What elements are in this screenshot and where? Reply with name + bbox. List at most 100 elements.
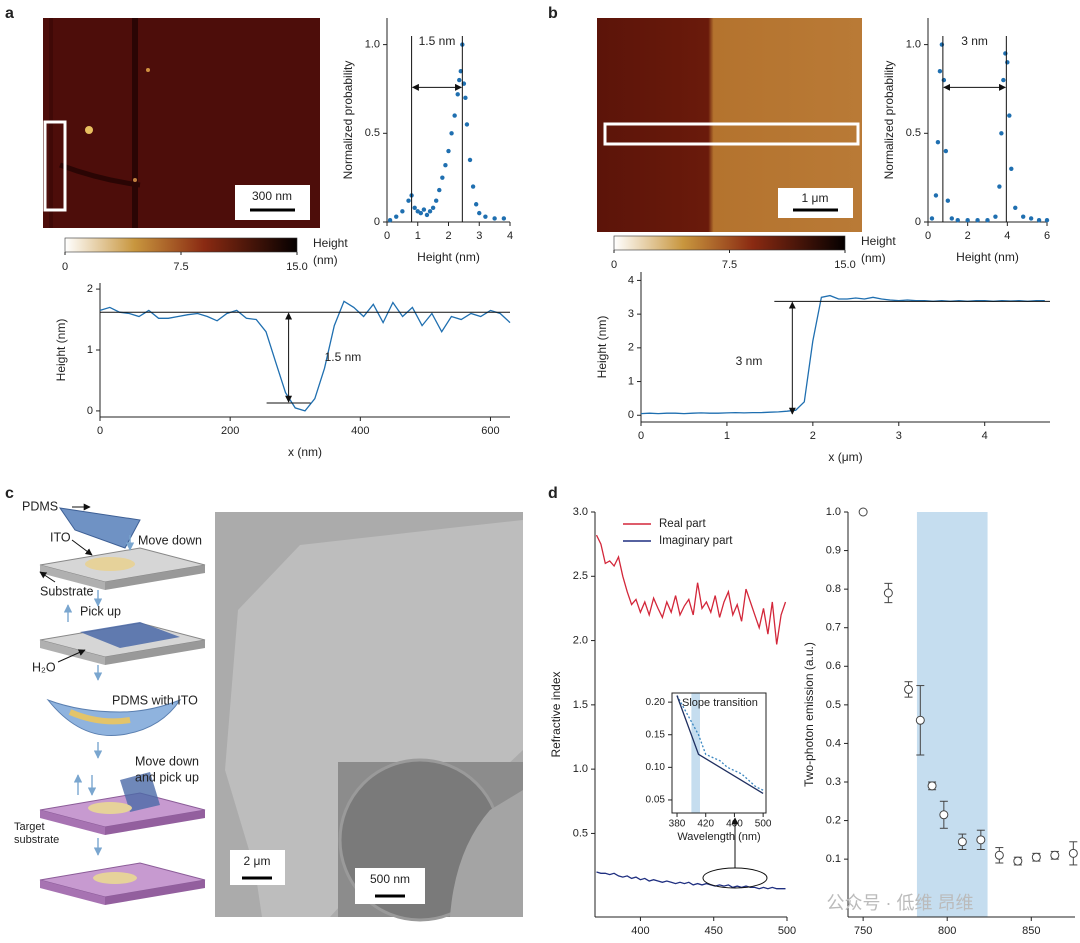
annotation: 3 nm bbox=[961, 34, 988, 48]
x-axis-label: x (nm) bbox=[288, 445, 322, 459]
data-point bbox=[937, 69, 943, 74]
data-point bbox=[400, 209, 405, 214]
data-point bbox=[470, 184, 476, 189]
data-point bbox=[463, 95, 468, 101]
annotation: 3 nm bbox=[736, 354, 763, 368]
x-axis-label: Wavelength (nm) bbox=[677, 831, 760, 843]
data-point bbox=[412, 205, 417, 211]
panel-label: c bbox=[5, 485, 14, 502]
scale-bar-label: 1 μm bbox=[802, 191, 829, 205]
colorbar-label: (nm) bbox=[861, 251, 886, 265]
data-point bbox=[406, 198, 411, 203]
x-tick-label: 0 bbox=[384, 230, 390, 242]
x-tick-label: 2 bbox=[445, 230, 451, 242]
data-point bbox=[1068, 848, 1078, 858]
annotation: 1.5 nm bbox=[325, 350, 362, 364]
x-tick-label: 380 bbox=[669, 819, 686, 830]
y-tick-label: 0.1 bbox=[826, 853, 841, 865]
data-point bbox=[1031, 852, 1041, 862]
y-tick-label: 1 bbox=[628, 375, 634, 387]
y-tick-label: 3.0 bbox=[573, 506, 588, 518]
legend-label: Imaginary part bbox=[659, 535, 733, 547]
data-point bbox=[1013, 205, 1018, 211]
data-point bbox=[434, 198, 439, 203]
data-point bbox=[455, 92, 460, 97]
schematic-label: Substrate bbox=[40, 584, 94, 598]
data-point bbox=[1050, 850, 1060, 860]
y-tick-label: 0 bbox=[374, 216, 380, 228]
schematic bbox=[39, 503, 206, 905]
colorbar bbox=[64, 237, 298, 253]
x-tick-label: 500 bbox=[778, 925, 796, 937]
data-point bbox=[1013, 856, 1023, 866]
schematic-label: and pick up bbox=[135, 770, 199, 784]
y-tick-label: 1 bbox=[87, 344, 93, 356]
y-tick-label: 0.10 bbox=[646, 762, 666, 773]
schematic-label: Target bbox=[14, 821, 45, 833]
colorbar-tick-label: 0 bbox=[62, 261, 68, 273]
colorbar bbox=[613, 235, 846, 251]
data-point bbox=[939, 42, 945, 47]
y-tick-label: 0.5 bbox=[906, 127, 921, 139]
data-point bbox=[1036, 218, 1042, 223]
data-point bbox=[467, 157, 473, 163]
data-point bbox=[437, 187, 442, 193]
data-point bbox=[492, 216, 497, 221]
x-tick-label: 800 bbox=[938, 925, 956, 937]
data-point bbox=[443, 163, 448, 168]
data-line bbox=[676, 695, 764, 794]
y-axis-label: Two-photon emission (a.u.) bbox=[802, 642, 816, 787]
data-point bbox=[421, 207, 427, 212]
schematic-label: Pick up bbox=[80, 604, 121, 618]
y-tick-label: 1.0 bbox=[906, 39, 921, 51]
data-point bbox=[1003, 51, 1008, 56]
y-tick-label: 0.05 bbox=[646, 795, 666, 806]
schematic-label: PDMS bbox=[22, 499, 58, 513]
x-axis-label: Height (nm) bbox=[417, 250, 480, 264]
x-tick-label: 450 bbox=[705, 925, 723, 937]
data-point bbox=[1001, 77, 1006, 83]
colorbar-label: (nm) bbox=[313, 253, 338, 267]
panel-label: a bbox=[5, 5, 14, 22]
shaded-band bbox=[691, 693, 700, 813]
inset-background bbox=[672, 693, 766, 813]
y-tick-label: 0.6 bbox=[826, 660, 841, 672]
data-point bbox=[994, 850, 1004, 860]
data-point bbox=[457, 77, 462, 83]
data-point bbox=[935, 139, 941, 145]
y-tick-label: 0.8 bbox=[826, 583, 841, 595]
panel-label: b bbox=[548, 5, 558, 22]
x-tick-label: 4 bbox=[1004, 230, 1010, 242]
y-tick-label: 3 bbox=[628, 308, 634, 320]
watermark: 公众号 · 低维 昂维 bbox=[827, 893, 974, 913]
data-point bbox=[473, 202, 479, 207]
scale-bar-label: 2 μm bbox=[244, 854, 271, 868]
data-point bbox=[943, 148, 949, 154]
y-axis-label: Normalized probability bbox=[882, 61, 896, 180]
y-tick-label: 0.3 bbox=[826, 776, 841, 788]
colorbar-tick-label: 7.5 bbox=[173, 261, 188, 273]
y-tick-label: 0.7 bbox=[826, 622, 841, 634]
data-point bbox=[993, 214, 998, 219]
y-tick-label: 0.5 bbox=[365, 127, 380, 139]
x-tick-label: 4 bbox=[507, 230, 513, 242]
y-tick-label: 0 bbox=[915, 216, 921, 228]
y-tick-label: 1.0 bbox=[365, 39, 380, 51]
legend-label: Real part bbox=[659, 518, 706, 530]
y-tick-label: 2.5 bbox=[573, 570, 588, 582]
charts: 0 7.5 15.0 Height (nm) 0 7.5 15.0 Height (nm) 0 1 2 3… bbox=[54, 18, 1078, 937]
x-tick-label: 2 bbox=[810, 430, 816, 442]
data-point bbox=[927, 781, 937, 791]
data-point bbox=[955, 218, 960, 223]
colorbar-label: Height bbox=[861, 234, 896, 248]
x-tick-label: 3 bbox=[476, 230, 482, 242]
data-point bbox=[975, 218, 980, 223]
afm-image-b: 1 μm bbox=[597, 18, 862, 232]
afm-image-a: 300 nm bbox=[43, 18, 320, 228]
data-point bbox=[1009, 166, 1014, 171]
data-point bbox=[949, 216, 954, 221]
colorbar-tick-label: 0 bbox=[611, 259, 617, 271]
x-axis-label: x (μm) bbox=[828, 450, 862, 464]
y-tick-label: 2 bbox=[87, 283, 93, 295]
